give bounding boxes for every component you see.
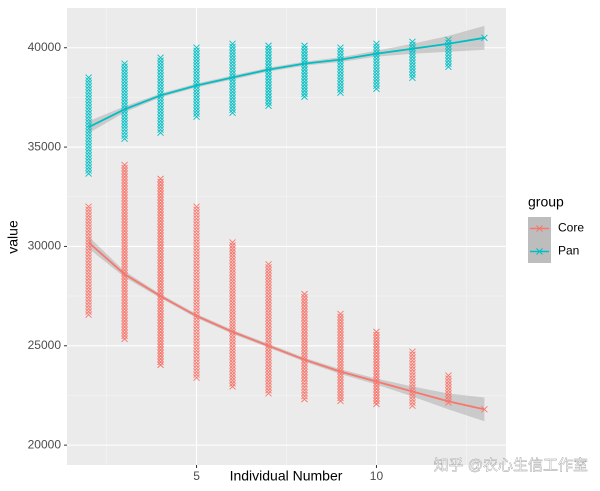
y-tick-label: 35000 [28,139,62,153]
point-column [157,54,164,136]
legend-label: Core [558,221,584,235]
point-column [265,42,272,110]
smooth-line [87,241,485,411]
point-column [373,328,380,408]
point-column [157,175,164,369]
y-tick-label: 30000 [28,239,62,253]
y-tick-label: 20000 [28,437,62,451]
y-tick-label: 40000 [28,40,62,54]
point-column [481,34,488,42]
point-column [229,239,236,390]
y-tick-label: 25000 [28,338,62,352]
point-column [373,40,380,93]
marks [85,25,488,422]
point-column [445,36,452,71]
x-axis-label: Individual Number [230,468,343,484]
confidence-band [88,236,485,422]
watermark: 知乎 @农心生信工作室 [434,457,588,474]
legend-label: Pan [558,244,579,258]
point-column [121,60,128,142]
point-column [85,74,92,177]
point-column [337,310,344,405]
legend-title: group [528,194,564,210]
point-column [445,372,452,406]
y-axis-label: value [5,220,21,254]
point-column [229,40,236,117]
point-column [481,406,488,413]
point-column [193,44,200,121]
grid [67,8,506,465]
legend-symbol [536,225,543,232]
point-column [193,203,200,382]
point-column [409,38,416,82]
x-tick-label: 5 [193,469,200,483]
x-tick-label: 10 [370,469,384,483]
smooth-line [88,36,485,129]
point-column [301,290,308,403]
point-column [337,44,344,97]
point-column [265,260,272,397]
point-column [121,161,128,343]
legend-symbol [536,248,543,255]
point-column [409,348,416,410]
